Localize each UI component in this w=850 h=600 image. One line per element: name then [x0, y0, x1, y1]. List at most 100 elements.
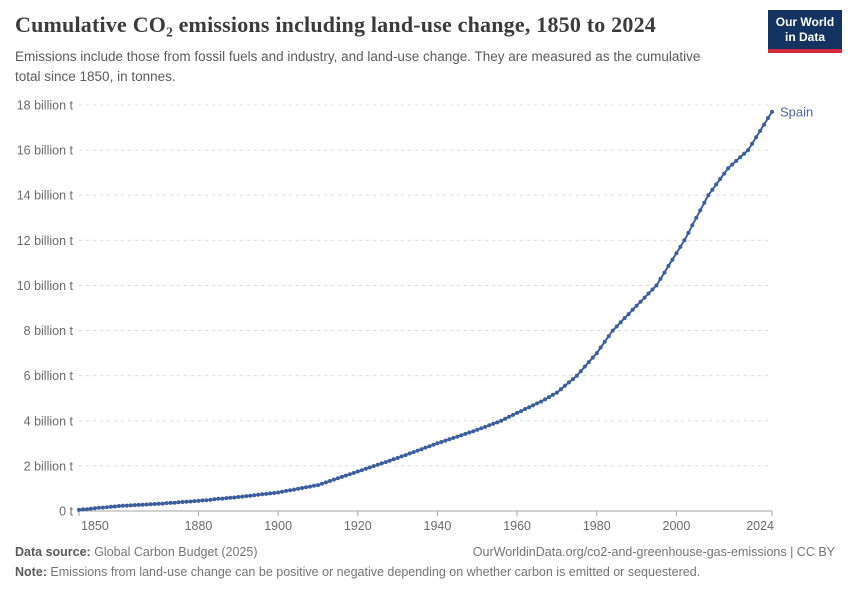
owid-logo-line2: in Data: [784, 30, 825, 44]
data-point: [268, 491, 273, 496]
data-point: [690, 223, 695, 228]
data-point: [698, 208, 703, 213]
data-point: [232, 495, 237, 500]
x-axis-label: 1850: [81, 519, 109, 533]
data-point: [136, 502, 141, 507]
chart-footer: Data source: Global Carbon Budget (2025)…: [15, 545, 835, 579]
note-label: Note:: [15, 565, 47, 579]
data-point: [750, 141, 755, 146]
data-point: [284, 488, 289, 493]
data-point: [726, 166, 731, 171]
data-point: [423, 445, 428, 450]
data-point: [148, 502, 153, 507]
data-point: [96, 505, 101, 510]
data-point: [264, 491, 269, 496]
data-point: [260, 492, 265, 497]
data-point: [562, 383, 567, 388]
data-point: [208, 497, 213, 502]
x-axis-label: 1900: [264, 519, 292, 533]
data-point: [654, 283, 659, 288]
data-point: [610, 328, 615, 333]
data-point: [395, 456, 400, 460]
data-point: [116, 504, 121, 508]
chart-header: Cumulative CO₂ emissions including land-…: [15, 12, 755, 86]
data-point: [459, 433, 464, 438]
data-point: [216, 496, 221, 501]
data-point: [407, 451, 412, 456]
data-point: [682, 238, 687, 243]
data-point: [188, 499, 193, 504]
series-label: Spain: [780, 104, 813, 119]
data-point: [276, 490, 281, 495]
data-point: [156, 501, 161, 506]
data-point: [371, 464, 376, 469]
data-point: [77, 507, 81, 512]
data-point: [331, 477, 336, 482]
data-point: [686, 230, 691, 235]
chart-note: Note: Emissions from land-use change can…: [15, 565, 835, 579]
data-point: [519, 409, 524, 414]
data-point: [606, 334, 611, 339]
data-point: [152, 502, 157, 506]
data-point: [558, 387, 563, 392]
data-point: [176, 500, 181, 505]
data-point: [602, 339, 607, 344]
data-point: [547, 395, 551, 400]
data-point: [100, 505, 105, 510]
data-point: [475, 427, 480, 432]
data-point: [758, 128, 763, 133]
y-axis-label: 8 billion t: [24, 324, 74, 338]
data-point: [455, 434, 460, 439]
y-axis-label: 2 billion t: [24, 459, 74, 473]
data-point: [300, 486, 304, 490]
data-point: [479, 426, 484, 431]
data-point: [316, 483, 320, 488]
y-axis-label: 14 billion t: [17, 189, 74, 203]
data-point: [172, 500, 177, 505]
data-point: [212, 497, 217, 502]
owid-citation-link[interactable]: OurWorldinData.org/co2-and-greenhouse-ga…: [472, 545, 835, 559]
data-point: [626, 312, 631, 317]
data-point: [363, 466, 368, 471]
data-point: [535, 401, 539, 406]
data-point: [554, 390, 559, 395]
data-point: [228, 495, 233, 500]
data-point: [658, 276, 663, 281]
data-point: [582, 364, 587, 369]
data-point: [128, 503, 133, 508]
data-point: [586, 360, 591, 365]
data-point: [108, 504, 113, 509]
data-point: [722, 171, 727, 176]
data-point: [718, 177, 723, 181]
data-point: [272, 491, 277, 495]
owid-logo[interactable]: Our World in Data: [768, 10, 842, 53]
chart-area: 0 t 2 billion t 4 billion t 6 billion t 8 bi…: [17, 99, 814, 534]
y-axis-label: 18 billion t: [17, 99, 74, 113]
y-axis-label: 16 billion t: [17, 144, 74, 158]
data-point: [527, 405, 532, 410]
data-point: [140, 502, 145, 507]
data-point: [630, 307, 635, 312]
data-point: [710, 187, 715, 192]
data-point: [678, 244, 683, 249]
chart-subtitle: Emissions include those from fossil fuel…: [15, 49, 701, 84]
data-point: [323, 480, 328, 485]
data-point: [304, 485, 308, 490]
x-axis-label: 1940: [424, 519, 452, 533]
data-point: [738, 155, 743, 160]
data-point: [483, 424, 488, 429]
y-axis-label: 4 billion t: [24, 414, 74, 428]
data-point: [288, 488, 293, 493]
data-point: [531, 403, 535, 408]
data-point: [570, 377, 575, 382]
data-point: [443, 438, 448, 443]
data-point: [706, 193, 711, 198]
data-point: [662, 270, 667, 275]
data-source: Data source: Global Carbon Budget (2025): [15, 545, 258, 559]
data-point: [355, 469, 360, 474]
data-point: [666, 264, 671, 268]
data-point: [566, 380, 571, 385]
page-title: Cumulative CO₂ emissions including land-…: [15, 12, 656, 37]
data-point: [92, 506, 97, 511]
